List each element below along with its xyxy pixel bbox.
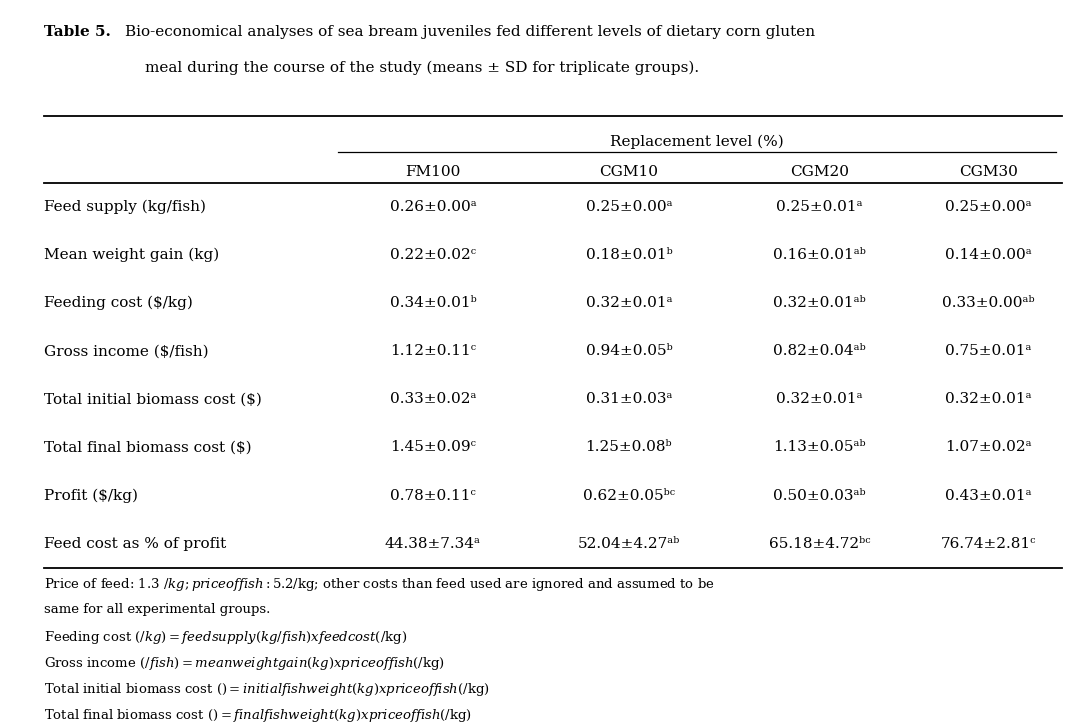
Text: 0.31±0.03ᵃ: 0.31±0.03ᵃ <box>586 392 672 407</box>
Text: 0.33±0.00ᵃᵇ: 0.33±0.00ᵃᵇ <box>942 296 1035 310</box>
Text: 1.45±0.09ᶜ: 1.45±0.09ᶜ <box>390 441 476 454</box>
Text: same for all experimental groups.: same for all experimental groups. <box>44 603 270 616</box>
Text: Total initial biomass cost ($)= initial fish weight (kg) x price of fish ($/kg): Total initial biomass cost ($)= initial … <box>44 681 489 698</box>
Text: 65.18±4.72ᵇᶜ: 65.18±4.72ᵇᶜ <box>769 537 870 551</box>
Text: meal during the course of the study (means ± SD for triplicate groups).: meal during the course of the study (mea… <box>145 60 699 75</box>
Text: 1.25±0.08ᵇ: 1.25±0.08ᵇ <box>586 441 672 454</box>
Text: Table 5.: Table 5. <box>44 25 110 39</box>
Text: CGM20: CGM20 <box>790 165 849 179</box>
Text: Total initial biomass cost ($): Total initial biomass cost ($) <box>44 392 261 407</box>
Text: Feed cost as % of profit: Feed cost as % of profit <box>44 537 225 551</box>
Text: 0.82±0.04ᵃᵇ: 0.82±0.04ᵃᵇ <box>773 344 866 359</box>
Text: 0.34±0.01ᵇ: 0.34±0.01ᵇ <box>390 296 476 310</box>
Text: Profit ($/kg): Profit ($/kg) <box>44 489 137 503</box>
Text: Price of feed: 1.3 $/kg; price of fish: 5.2 $/kg; other costs than feed used are: Price of feed: 1.3 $/kg; price of fish: … <box>44 576 714 593</box>
Text: 0.32±0.01ᵃ: 0.32±0.01ᵃ <box>945 392 1031 407</box>
Text: Feeding cost ($/kg)= feed supply (kg/fish) x feed cost ($/kg): Feeding cost ($/kg)= feed supply (kg/fis… <box>44 629 407 645</box>
Text: Gross income ($/fish): Gross income ($/fish) <box>44 344 208 359</box>
Text: CGM10: CGM10 <box>599 165 659 179</box>
Text: Feed supply (kg/fish): Feed supply (kg/fish) <box>44 200 206 214</box>
Text: Bio-economical analyses of sea bream juveniles fed different levels of dietary c: Bio-economical analyses of sea bream juv… <box>125 25 816 39</box>
Text: 0.32±0.01ᵃ: 0.32±0.01ᵃ <box>586 296 672 310</box>
Text: 44.38±7.34ᵃ: 44.38±7.34ᵃ <box>384 537 481 551</box>
Text: 0.94±0.05ᵇ: 0.94±0.05ᵇ <box>586 344 672 359</box>
Text: FM100: FM100 <box>405 165 461 179</box>
Text: 0.32±0.01ᵃ: 0.32±0.01ᵃ <box>776 392 862 407</box>
Text: 0.32±0.01ᵃᵇ: 0.32±0.01ᵃᵇ <box>773 296 866 310</box>
Text: 0.50±0.03ᵃᵇ: 0.50±0.03ᵃᵇ <box>773 489 866 502</box>
Text: 0.25±0.00ᵃ: 0.25±0.00ᵃ <box>586 200 672 214</box>
Text: 0.26±0.00ᵃ: 0.26±0.00ᵃ <box>390 200 476 214</box>
Text: 0.22±0.02ᶜ: 0.22±0.02ᶜ <box>390 248 476 262</box>
Text: Total final biomass cost ($): Total final biomass cost ($) <box>44 441 252 454</box>
Text: 0.43±0.01ᵃ: 0.43±0.01ᵃ <box>945 489 1031 502</box>
Text: Total final biomass cost ($)= final fish weight (kg) x price of fish ($/kg): Total final biomass cost ($)= final fish… <box>44 707 472 724</box>
Text: 0.25±0.00ᵃ: 0.25±0.00ᵃ <box>945 200 1031 214</box>
Text: CGM30: CGM30 <box>958 165 1018 179</box>
Text: 0.14±0.00ᵃ: 0.14±0.00ᵃ <box>945 248 1031 262</box>
Text: 0.62±0.05ᵇᶜ: 0.62±0.05ᵇᶜ <box>583 489 675 502</box>
Text: 52.04±4.27ᵃᵇ: 52.04±4.27ᵃᵇ <box>577 537 681 551</box>
Text: 0.25±0.01ᵃ: 0.25±0.01ᵃ <box>776 200 862 214</box>
Text: 0.78±0.11ᶜ: 0.78±0.11ᶜ <box>390 489 476 502</box>
Text: 0.75±0.01ᵃ: 0.75±0.01ᵃ <box>945 344 1031 359</box>
Text: 1.13±0.05ᵃᵇ: 1.13±0.05ᵃᵇ <box>773 441 866 454</box>
Text: 0.18±0.01ᵇ: 0.18±0.01ᵇ <box>586 248 672 262</box>
Text: Replacement level (%): Replacement level (%) <box>610 134 784 149</box>
Text: Feeding cost ($/kg): Feeding cost ($/kg) <box>44 296 193 311</box>
Text: Gross income ($/fish)= mean weight gain (kg) x price of fish ($/kg): Gross income ($/fish)= mean weight gain … <box>44 655 444 672</box>
Text: 1.07±0.02ᵃ: 1.07±0.02ᵃ <box>945 441 1031 454</box>
Text: 76.74±2.81ᶜ: 76.74±2.81ᶜ <box>941 537 1036 551</box>
Text: 0.33±0.02ᵃ: 0.33±0.02ᵃ <box>390 392 476 407</box>
Text: Mean weight gain (kg): Mean weight gain (kg) <box>44 248 219 262</box>
Text: 1.12±0.11ᶜ: 1.12±0.11ᶜ <box>390 344 476 359</box>
Text: 0.16±0.01ᵃᵇ: 0.16±0.01ᵃᵇ <box>773 248 866 262</box>
